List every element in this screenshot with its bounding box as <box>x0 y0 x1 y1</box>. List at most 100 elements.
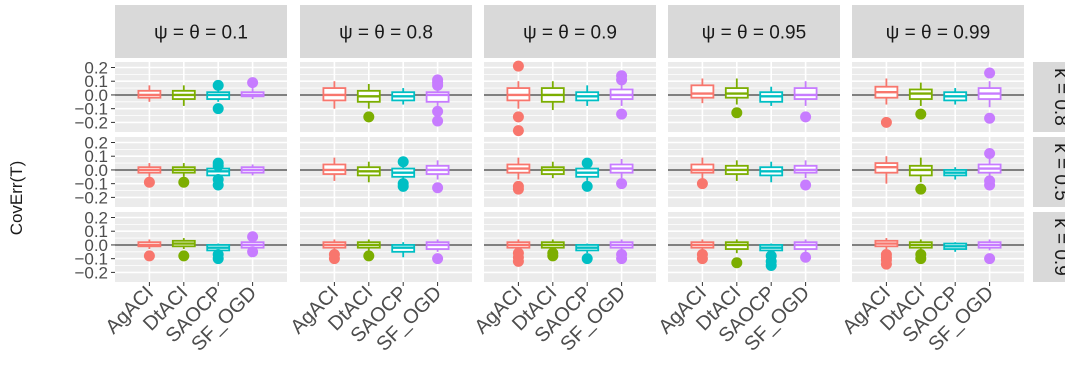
y-tick-label: −0.2 <box>74 188 108 207</box>
panel <box>852 212 1024 282</box>
outlier-point <box>915 183 927 195</box>
boxplot-dtaci <box>724 160 749 181</box>
boxplot-saocp <box>575 243 600 265</box>
facet-strip-column-label: ψ = θ = 0.8 <box>339 23 433 44</box>
box <box>425 91 450 103</box>
boxplot-agaci <box>874 238 899 270</box>
boxplot-sf-ogd <box>609 70 634 120</box>
outlier-point <box>581 253 593 265</box>
facet-strip-row-label: κ = 0.8 <box>1050 68 1065 126</box>
boxplot-dtaci <box>171 238 196 262</box>
boxplot-agaci <box>137 85 162 102</box>
outlier-point <box>581 157 593 169</box>
boxplot-agaci <box>137 239 162 262</box>
boxplot-sf-ogd <box>609 158 634 190</box>
outlier-point <box>212 79 224 91</box>
outlier-point <box>984 253 996 265</box>
boxplot-dtaci <box>356 83 381 123</box>
outlier-point <box>512 60 524 72</box>
panel <box>668 62 840 132</box>
outlier-point <box>765 260 777 272</box>
outlier-point <box>915 108 927 120</box>
outlier-point <box>512 125 524 137</box>
outlier-point <box>363 111 375 123</box>
facet-strip-row-label: κ = 0.9 <box>1050 218 1065 276</box>
boxplot-saocp <box>759 243 784 272</box>
boxplot-dtaci <box>908 157 933 195</box>
outlier-point <box>432 105 444 117</box>
outlier-point <box>696 253 708 265</box>
outlier-point <box>731 107 743 119</box>
boxplot-sf-ogd <box>425 74 450 127</box>
outlier-point <box>432 253 444 265</box>
panel <box>300 62 472 132</box>
plot-area: ψ = θ = 0.1 ψ = θ = 0.8 ψ = θ = 0.9 ψ = θ =… <box>74 5 1065 356</box>
boxplot-agaci <box>322 239 347 265</box>
boxplot-dtaci <box>171 85 196 106</box>
y-tick-label: 0.2 <box>84 58 108 77</box>
y-tick-label: −0.1 <box>74 175 108 194</box>
facet-strip-column <box>300 5 472 58</box>
facet-strip-column-label: ψ = θ = 0.1 <box>154 23 248 44</box>
outlier-point <box>581 180 593 192</box>
boxplot-agaci <box>874 78 899 128</box>
boxplot-sf-ogd <box>793 239 818 263</box>
y-tick-label: 0.2 <box>84 133 108 152</box>
outlier-point <box>247 246 259 258</box>
boxplot-saocp <box>575 85 600 106</box>
outlier-point <box>616 74 628 86</box>
y-tick-label: 0.1 <box>84 147 108 166</box>
y-tick-label: 0.1 <box>84 222 108 241</box>
outlier-point <box>880 258 892 270</box>
boxplot-saocp <box>943 167 968 180</box>
outlier-point <box>800 111 812 123</box>
boxplot-sf-ogd <box>793 81 818 123</box>
boxplot-saocp <box>575 157 600 192</box>
boxplot-agaci <box>690 239 715 265</box>
y-tick-label: 0.1 <box>84 72 108 91</box>
boxplot-saocp <box>391 242 416 258</box>
boxplot-sf-ogd <box>240 164 265 176</box>
panel <box>484 137 656 207</box>
outlier-point <box>432 115 444 127</box>
outlier-point <box>512 183 524 195</box>
box <box>793 87 818 100</box>
outlier-point <box>328 253 340 265</box>
panel <box>300 212 472 282</box>
boxplot-agaci <box>322 157 347 181</box>
boxplot-sf-ogd <box>240 77 265 100</box>
facet-strip-column <box>852 5 1024 58</box>
facet-strip-row <box>1033 137 1065 207</box>
boxplot-dtaci <box>724 239 749 269</box>
panel <box>852 62 1024 132</box>
outlier-point <box>212 253 224 265</box>
boxplot-sf-ogd <box>793 160 818 191</box>
y-tick-label: −0.2 <box>74 113 108 132</box>
boxplot-saocp <box>206 157 231 191</box>
facet-strip-row <box>1033 62 1065 132</box>
panel <box>115 212 287 282</box>
outlier-point <box>915 253 927 265</box>
boxplot-saocp <box>391 88 416 105</box>
boxplot-agaci <box>506 157 531 195</box>
outlier-point <box>212 160 224 172</box>
boxplot-agaci <box>506 239 531 267</box>
outlier-point <box>247 231 259 243</box>
y-tick-label: 0.0 <box>84 236 108 255</box>
outlier-point <box>984 147 996 159</box>
y-tick-label: −0.1 <box>74 250 108 269</box>
y-tick-label: 0.0 <box>84 86 108 105</box>
boxplot-dtaci <box>356 239 381 262</box>
boxplot-sf-ogd <box>977 239 1002 265</box>
boxplot-agaci <box>874 156 899 184</box>
boxplot-saocp <box>206 79 231 115</box>
boxplot-saocp <box>759 161 784 183</box>
outlier-point <box>512 111 524 123</box>
outlier-point <box>178 250 190 262</box>
outlier-point <box>984 112 996 124</box>
outlier-point <box>880 116 892 128</box>
outlier-point <box>616 178 628 190</box>
facet-strip-column <box>115 5 287 58</box>
boxplot-agaci <box>322 81 347 109</box>
